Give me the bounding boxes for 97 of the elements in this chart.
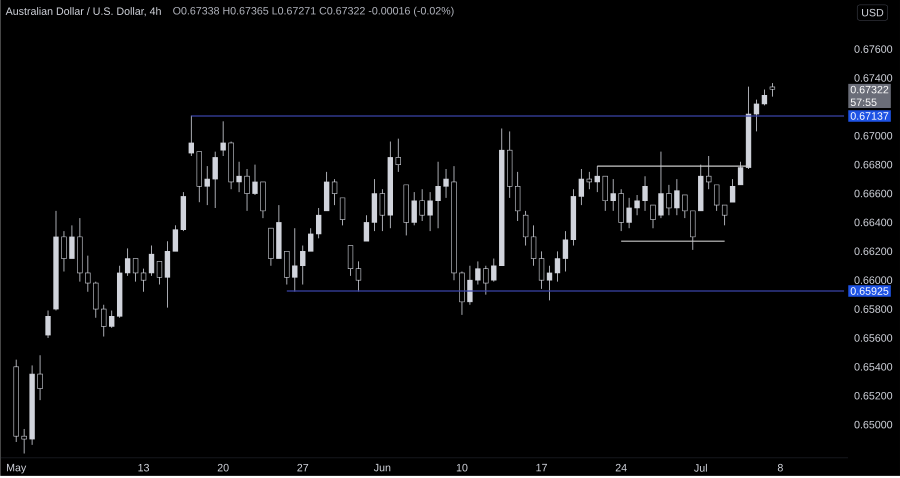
y-tick-label: 0.65200 bbox=[854, 392, 892, 400]
candlestick bbox=[682, 194, 688, 219]
candlestick bbox=[69, 224, 75, 259]
candlestick bbox=[61, 230, 67, 272]
candlestick bbox=[172, 224, 178, 252]
candlestick bbox=[340, 198, 346, 226]
y-tick-label: 0.67400 bbox=[854, 74, 892, 82]
text: 0.67322 bbox=[850, 86, 888, 94]
text: 57:55 bbox=[850, 98, 877, 106]
candlestick bbox=[443, 168, 449, 198]
candlestick bbox=[642, 176, 648, 212]
candlestick bbox=[132, 258, 138, 282]
candlestick bbox=[292, 228, 298, 292]
x-tick-label: 8 bbox=[778, 464, 783, 472]
candlestick bbox=[316, 208, 322, 239]
x-tick-label: 20 bbox=[218, 464, 229, 472]
candlestick bbox=[578, 168, 584, 206]
candlestick bbox=[762, 89, 768, 106]
candlestick bbox=[204, 166, 210, 206]
candlestick bbox=[666, 184, 672, 216]
data-label: 0.65925 bbox=[850, 287, 888, 295]
x-tick-label: 13 bbox=[138, 464, 150, 472]
x-tick-label: Jun bbox=[374, 464, 390, 472]
y-tick-label: 0.65800 bbox=[854, 305, 892, 313]
candlestick bbox=[45, 310, 51, 338]
candlestick bbox=[188, 115, 194, 156]
candlestick bbox=[396, 138, 401, 172]
candlestick bbox=[626, 198, 632, 229]
y-tick-label: 0.66400 bbox=[854, 218, 892, 226]
data-label: 0.67137 bbox=[850, 112, 888, 120]
candlestick bbox=[770, 82, 776, 98]
candlestick bbox=[220, 120, 226, 156]
candlestick bbox=[252, 164, 258, 196]
candlestick bbox=[356, 261, 362, 292]
candlestick bbox=[730, 178, 736, 203]
candlestick bbox=[530, 224, 536, 266]
candlestick bbox=[754, 99, 760, 132]
candlestick bbox=[148, 245, 154, 276]
y-tick-label: 0.66600 bbox=[854, 190, 892, 198]
y-tick-label: 0.67000 bbox=[854, 132, 892, 140]
y-tick-label: 0.67600 bbox=[854, 45, 892, 53]
annotation: O0.67338 H0.67365 L0.67271 C0.67322 -0.00016 (-0.02%) bbox=[173, 6, 454, 17]
candlestick bbox=[300, 245, 306, 285]
x-tick-label: 17 bbox=[536, 464, 547, 472]
candlestick bbox=[109, 310, 114, 328]
candlestick bbox=[212, 151, 218, 208]
candlestick bbox=[610, 178, 616, 212]
candlestick bbox=[140, 268, 146, 292]
y-tick-label: 0.65600 bbox=[854, 334, 892, 342]
candlestick bbox=[738, 161, 744, 186]
candlestick bbox=[491, 258, 496, 282]
candlestick bbox=[244, 168, 250, 212]
candlestick bbox=[419, 188, 425, 222]
candlestick bbox=[475, 261, 481, 285]
candlestick bbox=[586, 172, 592, 190]
candlestick bbox=[348, 245, 354, 276]
candlestick bbox=[714, 184, 720, 212]
candlestick bbox=[674, 178, 680, 216]
x-tick-label: 24 bbox=[616, 464, 627, 472]
candlestick bbox=[427, 192, 433, 232]
y-tick-label: 0.65400 bbox=[854, 363, 892, 371]
candlestick bbox=[650, 204, 656, 229]
candlestick bbox=[522, 210, 528, 246]
y-tick-label: 0.65000 bbox=[854, 420, 892, 428]
candlestick bbox=[156, 261, 162, 285]
candlestick bbox=[236, 161, 242, 193]
y-tick-label: 0.66000 bbox=[854, 276, 892, 284]
text: Australian Dollar / U.S. Dollar, 4h bbox=[6, 7, 161, 16]
x-tick-label: Jul bbox=[694, 464, 707, 472]
candlestick bbox=[546, 265, 552, 301]
candlestick bbox=[634, 194, 640, 216]
candlestick bbox=[332, 178, 338, 206]
y-tick-label: 0.66200 bbox=[854, 248, 892, 256]
candlestick bbox=[722, 204, 728, 226]
candlestick bbox=[562, 230, 568, 272]
candlestick bbox=[594, 166, 600, 193]
x-tick-label: 27 bbox=[297, 464, 308, 472]
candlestick bbox=[435, 161, 441, 229]
candlestick bbox=[412, 192, 417, 226]
candlestick bbox=[308, 228, 314, 252]
y-tick-label: 0.66800 bbox=[854, 160, 892, 168]
candlestick bbox=[85, 255, 91, 292]
candlestick bbox=[37, 354, 43, 401]
x-tick-label: 10 bbox=[456, 464, 468, 472]
candlestick bbox=[706, 156, 712, 190]
candlestick bbox=[467, 265, 473, 306]
candlestick bbox=[380, 188, 386, 232]
candlestick bbox=[554, 250, 560, 282]
x-tick-label: May bbox=[6, 464, 26, 474]
candlestick bbox=[21, 428, 27, 454]
candlestick bbox=[538, 250, 544, 290]
candlestick bbox=[101, 304, 106, 337]
candlestick bbox=[124, 248, 130, 276]
candlestick bbox=[364, 214, 370, 242]
text: USD bbox=[862, 8, 884, 16]
candlestick bbox=[658, 151, 664, 219]
candlestick bbox=[483, 265, 489, 296]
